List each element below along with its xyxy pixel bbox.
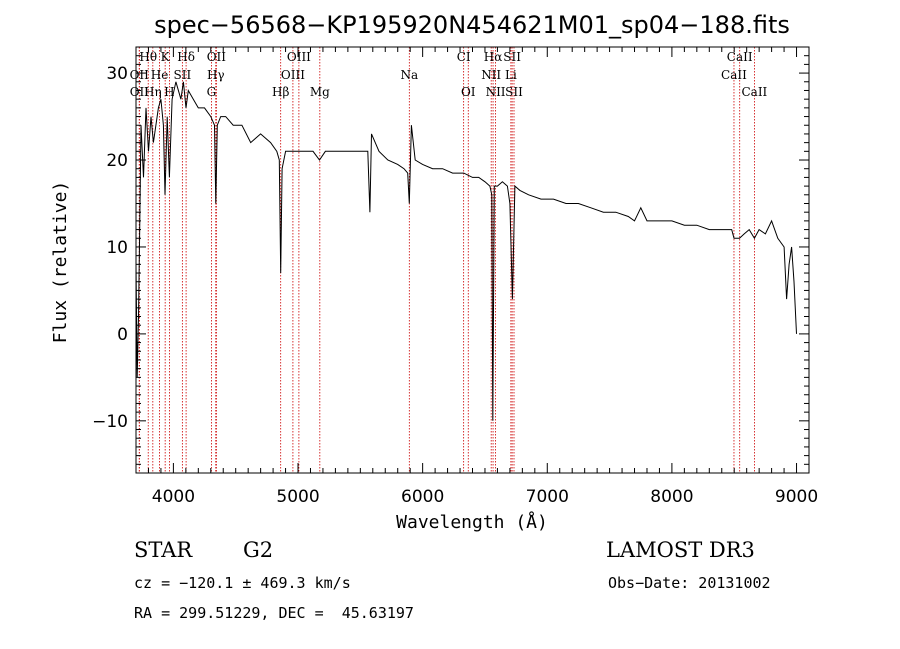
line-label: NII — [481, 68, 501, 82]
object-type: STAR — [134, 538, 193, 562]
line-label: Hθ — [139, 50, 157, 64]
y-axis: −10 0 10 20 30 — [92, 46, 809, 465]
chart-title: spec−56568−KP195920N454621M01_sp04−188.f… — [154, 11, 790, 39]
line-label: Na — [400, 68, 418, 82]
line-label: Hβ — [272, 85, 289, 99]
survey-name: LAMOST DR3 — [606, 538, 755, 562]
x-tick-label: 5000 — [276, 487, 319, 507]
y-tick-label: 30 — [106, 64, 128, 84]
line-label: Hδ — [177, 50, 195, 64]
y-tick-label: 10 — [106, 238, 128, 258]
x-axis-label: Wavelength (Å) — [396, 511, 548, 533]
redshift-readout: cz = −120.1 ± 469.3 km/s — [134, 574, 351, 592]
line-markers — [138, 47, 755, 473]
line-label: K — [161, 50, 171, 64]
line-label: OII — [207, 50, 227, 64]
line-label: Hη — [144, 85, 162, 99]
line-label: NII — [486, 85, 506, 99]
line-label: Hα — [484, 50, 503, 64]
x-tick-label: 6000 — [401, 487, 444, 507]
line-label: OIII — [287, 50, 311, 64]
obs-date: Obs−Date: 20131002 — [608, 574, 771, 592]
object-subclass: G2 — [243, 538, 274, 562]
line-label: OI — [461, 85, 476, 99]
line-label: CaII — [721, 68, 747, 82]
line-label: Li — [505, 68, 517, 82]
x-axis: 4000 5000 6000 7000 8000 9000 — [147, 47, 818, 507]
line-label: CaII — [741, 85, 767, 99]
line-label: OII — [130, 68, 150, 82]
line-label: Hγ — [207, 68, 225, 82]
x-tick-label: 4000 — [152, 487, 195, 507]
plot-frame — [135, 46, 810, 474]
x-tick-label: 9000 — [775, 487, 818, 507]
y-axis-label: Flux (relative) — [50, 181, 71, 344]
line-label: He — [151, 68, 169, 82]
spectrum-line — [135, 81, 797, 421]
line-label: CaII — [727, 50, 753, 64]
line-label: SII — [174, 68, 192, 82]
line-label: H — [164, 85, 174, 99]
line-label: SII — [505, 85, 523, 99]
line-label: Mg — [310, 85, 330, 99]
line-label: OII — [130, 85, 150, 99]
line-label: SII — [503, 50, 521, 64]
x-tick-label: 8000 — [650, 487, 693, 507]
y-tick-label: −10 — [92, 412, 128, 432]
line-label: CI — [457, 50, 471, 64]
coordinates-readout: RA = 299.51229, DEC = 45.63197 — [134, 604, 414, 622]
y-tick-label: 20 — [106, 151, 128, 171]
line-label: G — [207, 85, 217, 99]
line-label: OIII — [281, 68, 305, 82]
y-tick-label: 0 — [117, 325, 128, 345]
x-tick-label: 7000 — [526, 487, 569, 507]
